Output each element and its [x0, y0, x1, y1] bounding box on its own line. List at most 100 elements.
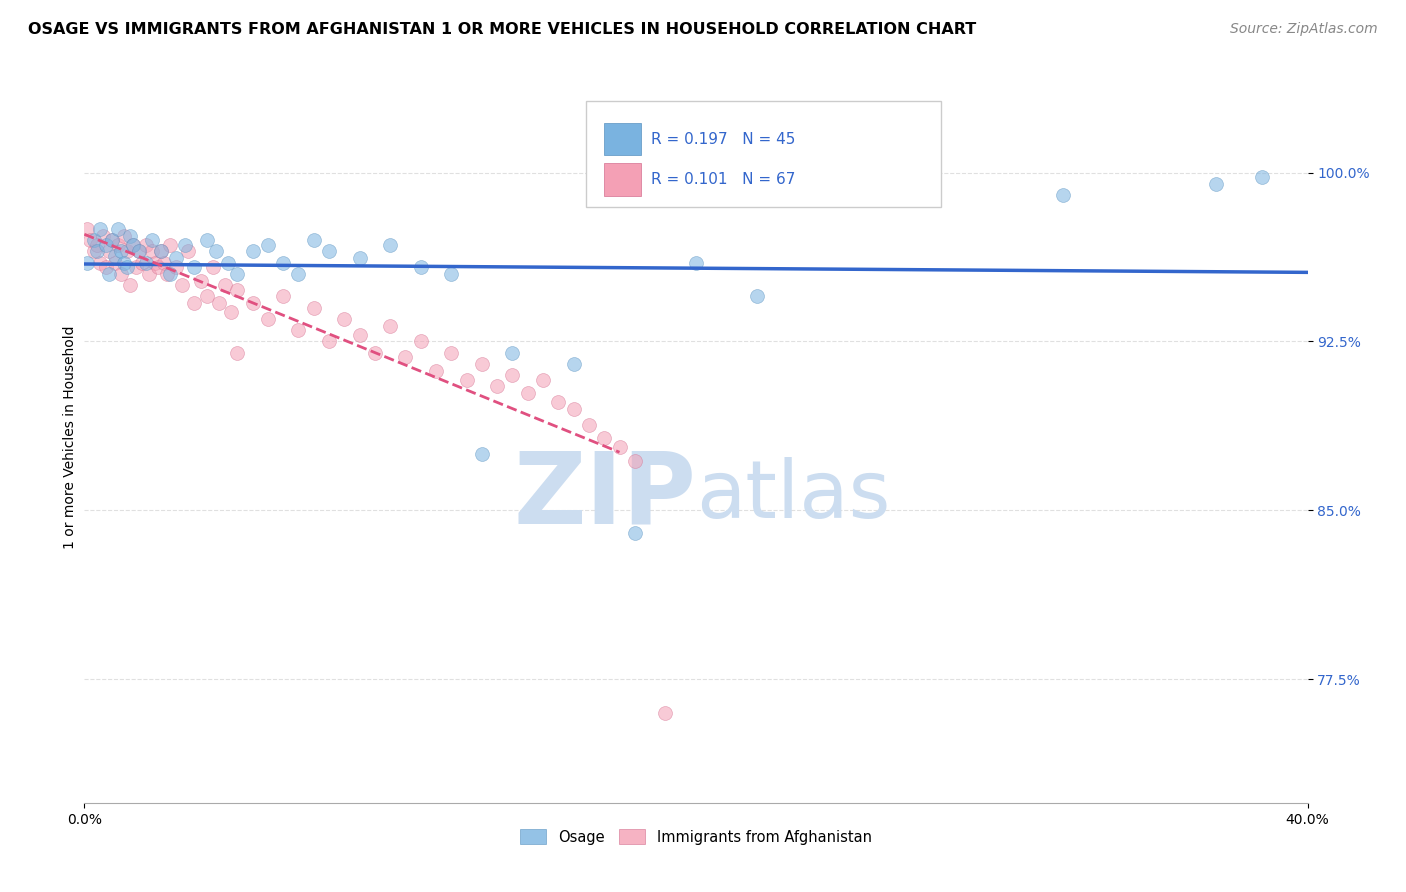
Point: [531, 373, 554, 387]
Point: [208, 296, 231, 310]
Point: [318, 334, 340, 349]
Point: [138, 267, 160, 281]
Point: [107, 222, 129, 236]
Point: [172, 278, 194, 293]
Point: [287, 267, 309, 281]
Point: [135, 237, 157, 252]
Point: [562, 357, 585, 371]
FancyBboxPatch shape: [605, 122, 641, 155]
Point: [214, 278, 236, 293]
Point: [112, 255, 135, 269]
Point: [380, 318, 402, 333]
Point: [226, 267, 249, 281]
Point: [654, 706, 676, 720]
Point: [593, 431, 616, 445]
Point: [146, 260, 169, 275]
Point: [1205, 177, 1227, 191]
Point: [83, 233, 105, 247]
Point: [219, 305, 242, 319]
Point: [685, 255, 707, 269]
Point: [471, 447, 494, 461]
Point: [1250, 170, 1272, 185]
Point: [131, 255, 153, 269]
Point: [318, 244, 340, 259]
Point: [502, 345, 524, 359]
Point: [271, 255, 294, 269]
Point: [257, 312, 280, 326]
Point: [120, 278, 142, 293]
Point: [91, 228, 114, 243]
Point: [624, 453, 647, 467]
Point: [257, 237, 280, 252]
Point: [149, 244, 172, 259]
Point: [747, 289, 769, 303]
Point: [177, 244, 200, 259]
Point: [380, 237, 402, 252]
Point: [86, 244, 108, 259]
Point: [440, 345, 463, 359]
Point: [115, 260, 138, 275]
Point: [562, 401, 585, 416]
Point: [349, 327, 371, 342]
Point: [502, 368, 524, 383]
Text: ZIP: ZIP: [513, 447, 696, 544]
Point: [76, 222, 98, 236]
Point: [110, 267, 132, 281]
Text: OSAGE VS IMMIGRANTS FROM AFGHANISTAN 1 OR MORE VEHICLES IN HOUSEHOLD CORRELATION: OSAGE VS IMMIGRANTS FROM AFGHANISTAN 1 O…: [28, 22, 976, 37]
Point: [302, 301, 325, 315]
Text: R = 0.101   N = 67: R = 0.101 N = 67: [651, 172, 794, 186]
Point: [141, 233, 163, 247]
Point: [141, 244, 163, 259]
Point: [242, 244, 264, 259]
Point: [149, 244, 172, 259]
Point: [226, 283, 249, 297]
Y-axis label: 1 or more Vehicles in Household: 1 or more Vehicles in Household: [63, 326, 77, 549]
Point: [101, 233, 124, 247]
Point: [122, 237, 145, 252]
Point: [104, 249, 127, 263]
Point: [201, 260, 224, 275]
Point: [364, 345, 387, 359]
Point: [101, 233, 124, 247]
Point: [456, 373, 478, 387]
Point: [128, 244, 150, 259]
Point: [242, 296, 264, 310]
Point: [153, 255, 176, 269]
Legend: Osage, Immigrants from Afghanistan: Osage, Immigrants from Afghanistan: [515, 823, 877, 850]
Point: [183, 296, 205, 310]
Point: [1052, 188, 1074, 202]
Point: [195, 289, 218, 303]
Point: [333, 312, 356, 326]
Point: [174, 237, 197, 252]
Point: [486, 379, 509, 393]
Point: [97, 267, 120, 281]
Point: [112, 228, 135, 243]
Point: [110, 244, 132, 259]
Point: [349, 251, 371, 265]
Point: [205, 244, 228, 259]
Point: [159, 237, 181, 252]
Text: R = 0.197   N = 45: R = 0.197 N = 45: [651, 131, 794, 146]
FancyBboxPatch shape: [586, 101, 941, 207]
Point: [120, 228, 142, 243]
Point: [156, 267, 179, 281]
Point: [183, 260, 205, 275]
Point: [89, 255, 111, 269]
Point: [165, 260, 187, 275]
Point: [159, 267, 181, 281]
Point: [125, 260, 148, 275]
Point: [547, 395, 569, 409]
Point: [302, 233, 325, 247]
Point: [165, 251, 187, 265]
Point: [122, 237, 145, 252]
Point: [190, 274, 212, 288]
Point: [217, 255, 239, 269]
Point: [128, 244, 150, 259]
Point: [107, 237, 129, 252]
Point: [76, 255, 98, 269]
Point: [409, 260, 432, 275]
Point: [115, 244, 138, 259]
Point: [97, 244, 120, 259]
Point: [425, 364, 447, 378]
Point: [226, 345, 249, 359]
